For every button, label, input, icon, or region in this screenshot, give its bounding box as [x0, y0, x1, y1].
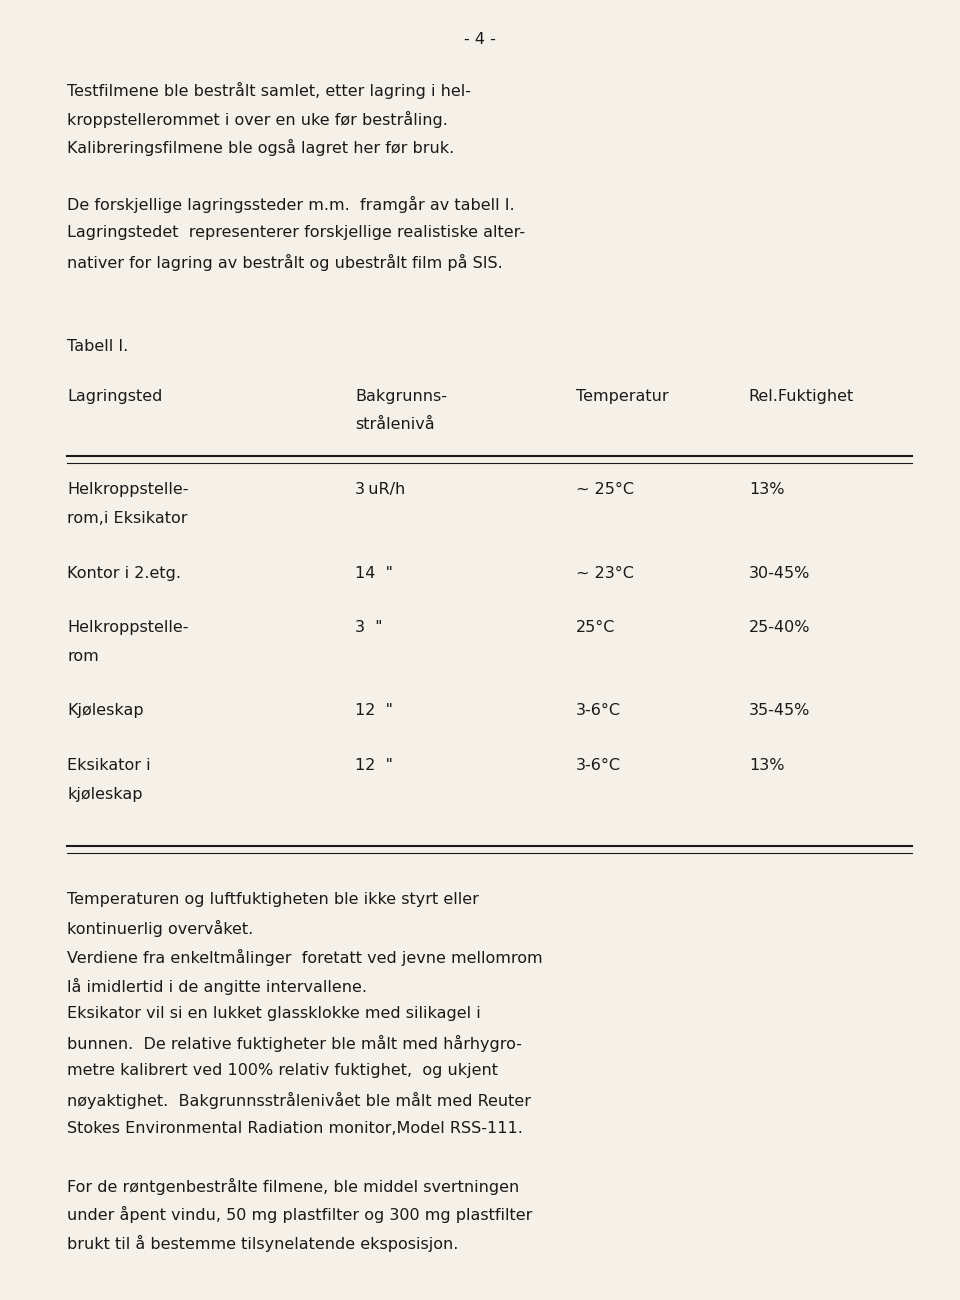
Text: kroppstellerommet i over en uke før bestråling.: kroppstellerommet i over en uke før best… — [67, 111, 448, 127]
Text: 30-45%: 30-45% — [749, 566, 810, 581]
Text: Lagringstedet  representerer forskjellige realistiske alter-: Lagringstedet representerer forskjellige… — [67, 225, 525, 240]
Text: 12  ": 12 " — [355, 703, 393, 719]
Text: Temperatur: Temperatur — [576, 389, 668, 404]
Text: rom: rom — [67, 649, 99, 664]
Text: nativer for lagring av bestrålt og ubestrålt film på SIS.: nativer for lagring av bestrålt og ubest… — [67, 254, 503, 270]
Text: Rel.Fuktighet: Rel.Fuktighet — [749, 389, 854, 404]
Text: Testfilmene ble bestrålt samlet, etter lagring i hel-: Testfilmene ble bestrålt samlet, etter l… — [67, 82, 471, 99]
Text: Stokes Environmental Radiation monitor,Model RSS-111.: Stokes Environmental Radiation monitor,M… — [67, 1121, 523, 1136]
Text: ~ 23°C: ~ 23°C — [576, 566, 634, 581]
Text: 12  ": 12 " — [355, 758, 393, 774]
Text: nøyaktighet.  Bakgrunnsstrålenivået ble målt med Reuter: nøyaktighet. Bakgrunnsstrålenivået ble m… — [67, 1092, 531, 1109]
Text: ~ 25°C: ~ 25°C — [576, 482, 634, 498]
Text: 25-40%: 25-40% — [749, 620, 810, 636]
Text: Kjøleskap: Kjøleskap — [67, 703, 144, 719]
Text: Kalibreringsfilmene ble også lagret her før bruk.: Kalibreringsfilmene ble også lagret her … — [67, 139, 454, 156]
Text: strålenivå: strålenivå — [355, 417, 435, 433]
Text: Kontor i 2.etg.: Kontor i 2.etg. — [67, 566, 181, 581]
Text: Temperaturen og luftfuktigheten ble ikke styrt eller: Temperaturen og luftfuktigheten ble ikke… — [67, 892, 479, 907]
Text: Helkroppstelle-: Helkroppstelle- — [67, 482, 189, 498]
Text: Bakgrunns-: Bakgrunns- — [355, 389, 447, 404]
Text: De forskjellige lagringssteder m.m.  framgår av tabell I.: De forskjellige lagringssteder m.m. fram… — [67, 196, 515, 213]
Text: Eksikator vil si en lukket glassklokke med silikagel i: Eksikator vil si en lukket glassklokke m… — [67, 1006, 481, 1022]
Text: 25°C: 25°C — [576, 620, 615, 636]
Text: metre kalibrert ved 100% relativ fuktighet,  og ukjent: metre kalibrert ved 100% relativ fuktigh… — [67, 1063, 498, 1079]
Text: 13%: 13% — [749, 482, 784, 498]
Text: bunnen.  De relative fuktigheter ble målt med hårhygro-: bunnen. De relative fuktigheter ble målt… — [67, 1035, 522, 1052]
Text: Helkroppstelle-: Helkroppstelle- — [67, 620, 189, 636]
Text: - 4 -: - 4 - — [464, 32, 496, 48]
Text: rom,i Eksikator: rom,i Eksikator — [67, 511, 188, 526]
Text: 35-45%: 35-45% — [749, 703, 810, 719]
Text: 3  ": 3 " — [355, 620, 383, 636]
Text: kjøleskap: kjøleskap — [67, 786, 143, 802]
Text: Verdiene fra enkeltmålinger  foretatt ved jevne mellomrom: Verdiene fra enkeltmålinger foretatt ved… — [67, 949, 542, 966]
Text: kontinuerlig overvåket.: kontinuerlig overvåket. — [67, 920, 253, 937]
Text: 3-6°C: 3-6°C — [576, 703, 621, 719]
Text: For de røntgenbestrålte filmene, ble middel svertningen: For de røntgenbestrålte filmene, ble mid… — [67, 1178, 519, 1195]
Text: 14  ": 14 " — [355, 566, 393, 581]
Text: under åpent vindu, 50 mg plastfilter og 300 mg plastfilter: under åpent vindu, 50 mg plastfilter og … — [67, 1206, 533, 1223]
Text: 3-6°C: 3-6°C — [576, 758, 621, 774]
Text: Eksikator i: Eksikator i — [67, 758, 151, 774]
Text: lå imidlertid i de angitte intervallene.: lå imidlertid i de angitte intervallene. — [67, 978, 367, 994]
Text: 13%: 13% — [749, 758, 784, 774]
Text: Lagringsted: Lagringsted — [67, 389, 162, 404]
Text: 3 uR/h: 3 uR/h — [355, 482, 405, 498]
Text: brukt til å bestemme tilsynelatende eksposisjon.: brukt til å bestemme tilsynelatende eksp… — [67, 1235, 459, 1252]
Text: Tabell I.: Tabell I. — [67, 339, 129, 355]
